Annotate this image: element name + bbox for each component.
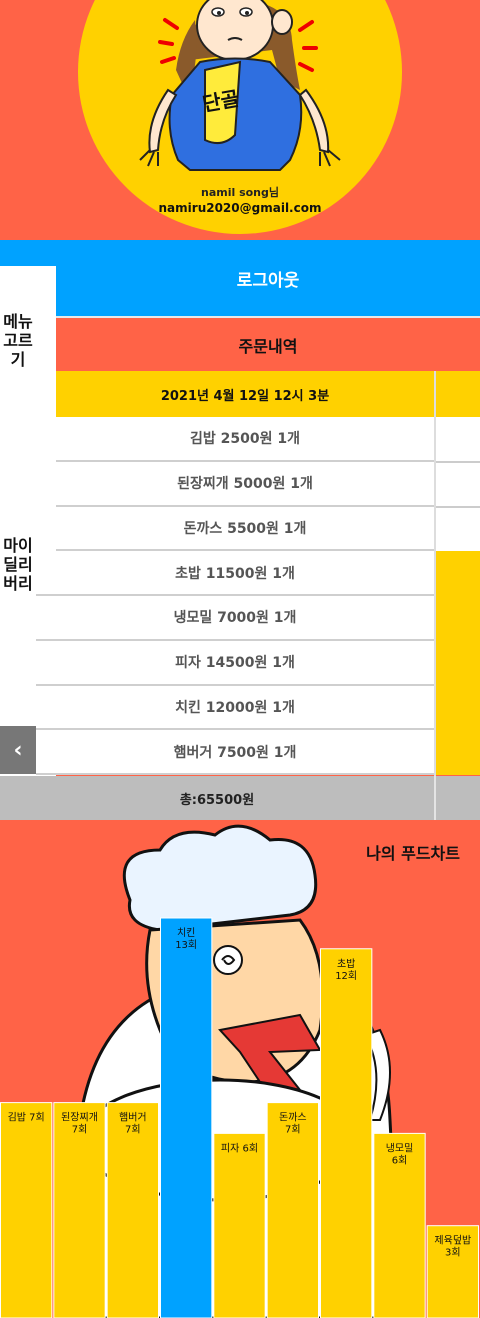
order-item: 돈까스 5500원 1개 <box>56 506 434 552</box>
order-status-cell <box>436 371 480 417</box>
column-divider <box>434 371 436 820</box>
chart-bar-label: 제육덮밥 3회 <box>434 1235 471 1259</box>
chart-bar-label: 피자 6회 <box>221 1142 258 1154</box>
order-item: 된장찌개 5000원 1개 <box>56 461 434 507</box>
chart-title: 나의 푸드차트 <box>366 844 460 863</box>
profile-header: 단골 namil song님 namiru2020@gmail.com <box>0 0 480 240</box>
order-side-highlight <box>436 551 480 775</box>
back-button[interactable]: ‹ <box>0 726 36 774</box>
chart-bar-label: 돈까스 7회 <box>279 1112 307 1136</box>
chevron-left-icon: ‹ <box>13 737 23 763</box>
chart-bar-3 <box>160 917 213 1318</box>
order-date[interactable]: 2021년 4월 12일 12시 3분 <box>56 371 434 417</box>
sidebar-item-menu[interactable]: 메뉴고르기 <box>3 312 33 369</box>
order-item: 냉모밀 7000원 1개 <box>36 596 434 641</box>
chart-bar-label: 김밥 7회 <box>8 1112 45 1124</box>
order-side-column <box>436 417 480 551</box>
chart-bar-8 <box>426 1225 479 1318</box>
order-items-list: 김밥 2500원 1개 된장찌개 5000원 1개 돈까스 5500원 1개 초… <box>36 417 434 775</box>
sidebar-item-my-delivery[interactable]: 마이딜리버리 <box>3 536 33 593</box>
order-item: 치킨 12000원 1개 <box>36 685 434 731</box>
avatar: 단골 <box>139 0 341 171</box>
order-history-title: 주문내역 <box>56 320 480 370</box>
logout-button[interactable]: 로그아웃 <box>56 240 480 318</box>
chart-bar-label: 치킨 13회 <box>175 927 197 951</box>
chart-bar-2 <box>106 1102 159 1318</box>
order-item: 초밥 11500원 1개 <box>36 551 434 596</box>
chart-bar-label: 냉모밀 6회 <box>386 1142 414 1166</box>
user-name: namil song님 <box>200 186 280 199</box>
user-email: namiru2020@gmail.com <box>158 201 322 215</box>
order-item: 피자 14500원 1개 <box>36 640 434 686</box>
order-item: 김밥 2500원 1개 <box>56 417 434 462</box>
chart-bar-5 <box>266 1102 319 1318</box>
order-total: 총:65500원 <box>179 792 255 808</box>
chart-bar-1 <box>53 1102 106 1318</box>
chart-bar-label: 햄버거 7회 <box>119 1111 147 1136</box>
chart-bar-label: 초밥 12회 <box>335 958 357 982</box>
chart-bar-7 <box>373 1132 426 1318</box>
chart-bar-6 <box>320 948 373 1318</box>
chart-bar-0 <box>0 1102 53 1318</box>
order-total-bar: 총:65500원 <box>0 776 480 820</box>
chart-bar-label: 된장찌개 7회 <box>61 1112 98 1136</box>
chart-bar-4 <box>213 1132 266 1318</box>
order-item: 햄버거 7500원 1개 <box>36 730 434 775</box>
